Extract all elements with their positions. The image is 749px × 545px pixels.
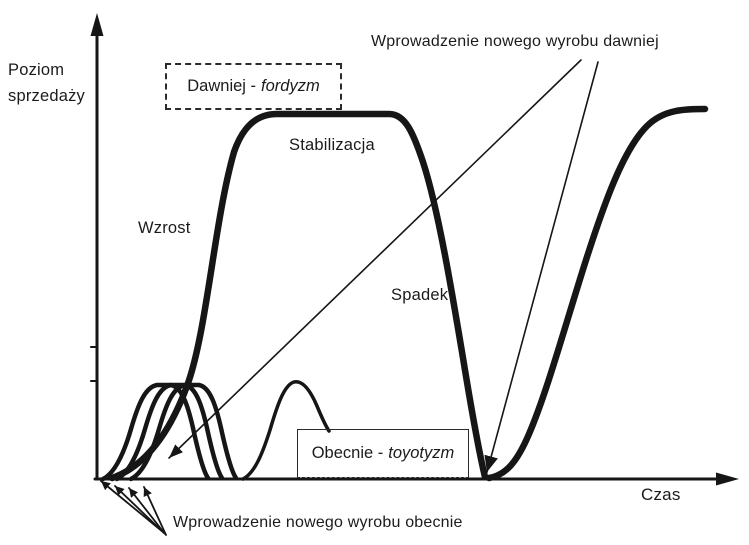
fordism-label-term: fordyzm bbox=[261, 77, 320, 95]
phase-label-decline: Spadek bbox=[391, 286, 449, 304]
toyotism-bell-2 bbox=[114, 382, 225, 482]
y-axis-arrowhead-icon bbox=[90, 13, 104, 36]
toyotism-bell-3 bbox=[128, 382, 239, 482]
next-product-curve bbox=[485, 105, 709, 482]
y-axis-label-line2: sprzedaży bbox=[8, 87, 86, 105]
old-intro-pointer-to-current-cycles bbox=[168, 59, 582, 459]
fordism-callout-box: Dawniej - fordyzm bbox=[165, 63, 342, 110]
y-axis-label-line1: Poziom bbox=[8, 61, 65, 79]
phase-label-stabilization: Stabilizacja bbox=[289, 136, 375, 154]
fordism-label-prefix: Dawniej - bbox=[187, 77, 257, 95]
new-intro-arrow-3 bbox=[128, 487, 166, 535]
new-intro-arrow-2 bbox=[114, 485, 165, 534]
old-intro-pointer-to-cycle-end bbox=[484, 61, 599, 473]
toyotism-bell-1 bbox=[100, 382, 211, 482]
toyotism-bell-4-connector bbox=[241, 380, 331, 481]
annotation-old-product-intro: Wprowadzenie nowego wyrobu dawniej bbox=[371, 33, 659, 50]
toyotism-callout-box: Obecnie - toyotyzm bbox=[297, 429, 469, 478]
toyotism-label-prefix: Obecnie - bbox=[311, 444, 384, 462]
toyotism-label-term: toyotyzm bbox=[388, 444, 455, 462]
new-intro-arrow-1 bbox=[100, 480, 164, 533]
diagram-strokes bbox=[90, 30, 724, 536]
new-intro-arrow-4 bbox=[143, 486, 167, 536]
phase-label-growth: Wzrost bbox=[138, 219, 191, 237]
y-axis-label: Poziom sprzedaży bbox=[8, 57, 85, 109]
annotation-new-product-intro: Wprowadzenie nowego wyrobu obecnie bbox=[173, 514, 463, 531]
x-axis-arrowhead-icon bbox=[716, 472, 739, 486]
x-axis-label: Czas bbox=[641, 485, 681, 504]
